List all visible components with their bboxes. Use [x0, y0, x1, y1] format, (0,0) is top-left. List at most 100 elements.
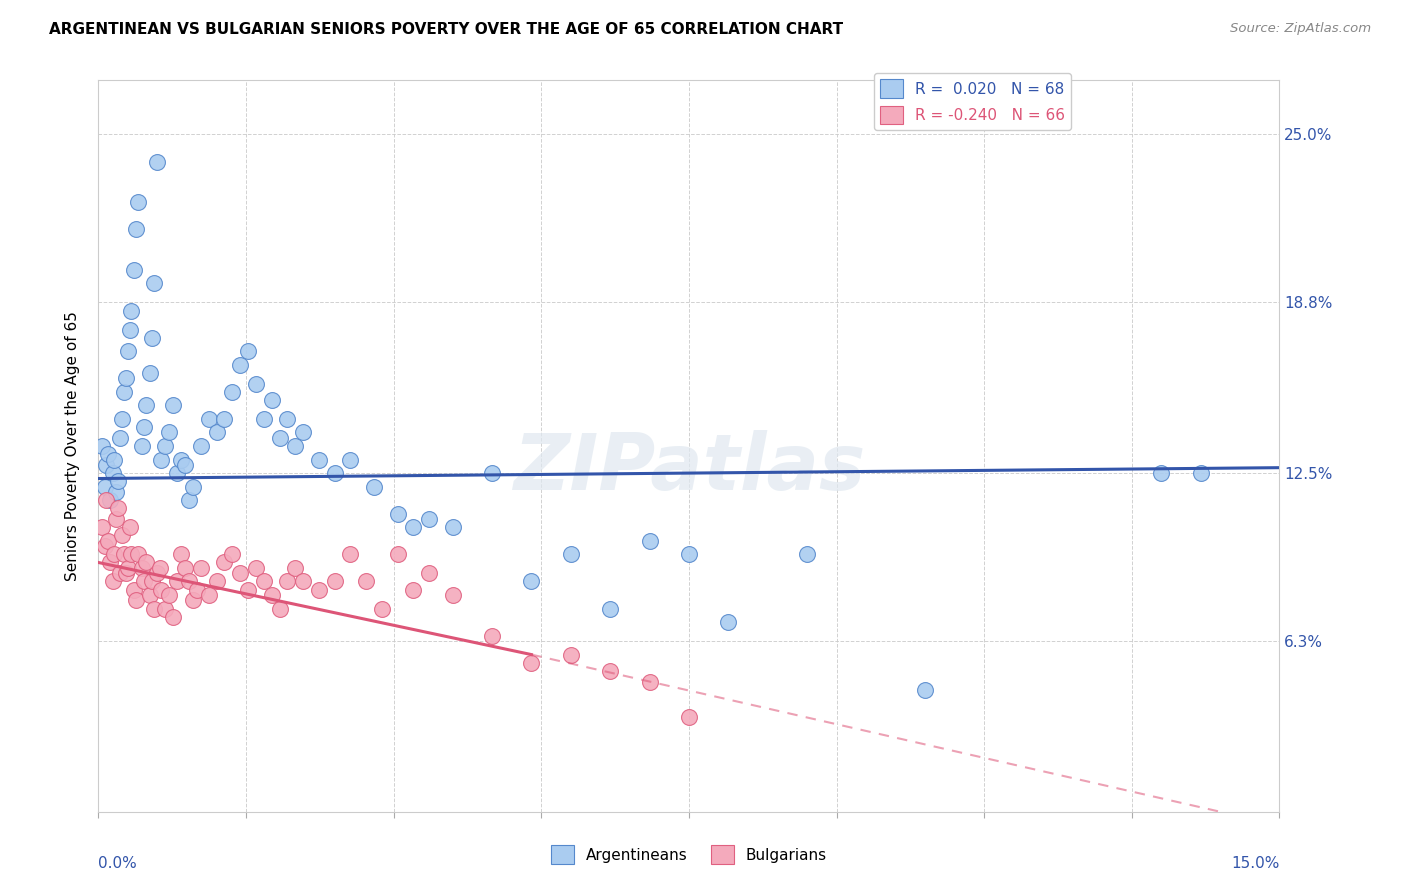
- Point: [269, 431, 291, 445]
- Point: [146, 154, 169, 169]
- Point: [292, 574, 315, 589]
- Point: [146, 566, 169, 581]
- Point: [166, 574, 188, 589]
- Point: [115, 371, 138, 385]
- Point: [276, 412, 298, 426]
- Point: [112, 384, 135, 399]
- Point: [229, 566, 252, 581]
- Point: [418, 566, 440, 581]
- Point: [260, 588, 283, 602]
- Point: [269, 601, 291, 615]
- Point: [638, 533, 661, 548]
- Text: ARGENTINEAN VS BULGARIAN SENIORS POVERTY OVER THE AGE OF 65 CORRELATION CHART: ARGENTINEAN VS BULGARIAN SENIORS POVERTY…: [49, 22, 844, 37]
- Point: [197, 412, 219, 426]
- Point: [170, 547, 193, 561]
- Y-axis label: Seniors Poverty Over the Age of 65: Seniors Poverty Over the Age of 65: [65, 311, 80, 581]
- Point: [214, 556, 236, 570]
- Point: [678, 710, 700, 724]
- Point: [221, 547, 243, 561]
- Point: [131, 439, 153, 453]
- Point: [260, 392, 283, 407]
- Point: [91, 439, 114, 453]
- Point: [174, 458, 197, 472]
- Point: [127, 547, 149, 561]
- Point: [150, 582, 173, 597]
- Point: [190, 439, 212, 453]
- Point: [121, 547, 143, 561]
- Point: [132, 420, 155, 434]
- Point: [214, 412, 236, 426]
- Point: [276, 574, 298, 589]
- Point: [245, 376, 267, 391]
- Point: [181, 480, 204, 494]
- Point: [98, 493, 121, 508]
- Point: [118, 322, 141, 336]
- Point: [253, 574, 276, 589]
- Point: [103, 547, 125, 561]
- Point: [107, 501, 129, 516]
- Point: [162, 609, 184, 624]
- Point: [481, 629, 503, 643]
- Point: [97, 533, 120, 548]
- Point: [292, 425, 315, 440]
- Point: [174, 561, 197, 575]
- Point: [150, 452, 173, 467]
- Text: Source: ZipAtlas.com: Source: ZipAtlas.com: [1230, 22, 1371, 36]
- Point: [157, 588, 180, 602]
- Point: [363, 480, 385, 494]
- Point: [387, 507, 409, 521]
- Point: [117, 561, 139, 575]
- Point: [914, 682, 936, 697]
- Point: [131, 561, 153, 575]
- Point: [157, 425, 180, 440]
- Point: [1150, 466, 1173, 480]
- Point: [155, 439, 177, 453]
- Point: [441, 588, 464, 602]
- Point: [135, 556, 157, 570]
- Point: [155, 601, 177, 615]
- Point: [245, 561, 267, 575]
- Point: [101, 574, 124, 589]
- Point: [103, 452, 125, 467]
- Point: [197, 588, 219, 602]
- Point: [402, 582, 425, 597]
- Point: [177, 493, 200, 508]
- Point: [117, 344, 139, 359]
- Point: [170, 452, 193, 467]
- Point: [162, 398, 184, 412]
- Point: [387, 547, 409, 561]
- Point: [96, 493, 118, 508]
- Text: ZIPatlas: ZIPatlas: [513, 430, 865, 506]
- Point: [253, 412, 276, 426]
- Point: [107, 474, 129, 488]
- Point: [96, 458, 118, 472]
- Point: [122, 263, 145, 277]
- Point: [599, 664, 621, 678]
- Point: [284, 439, 307, 453]
- Point: [308, 452, 330, 467]
- Point: [560, 547, 582, 561]
- Point: [121, 303, 143, 318]
- Point: [104, 485, 127, 500]
- Point: [125, 593, 148, 607]
- Point: [323, 466, 346, 480]
- Point: [190, 561, 212, 575]
- Point: [402, 520, 425, 534]
- Point: [205, 574, 228, 589]
- Point: [236, 344, 259, 359]
- Point: [181, 593, 204, 607]
- Point: [98, 556, 121, 570]
- Point: [221, 384, 243, 399]
- Point: [638, 674, 661, 689]
- Point: [166, 466, 188, 480]
- Point: [132, 574, 155, 589]
- Point: [149, 561, 172, 575]
- Text: 0.0%: 0.0%: [98, 855, 138, 871]
- Point: [111, 528, 134, 542]
- Point: [93, 539, 115, 553]
- Point: [104, 512, 127, 526]
- Point: [110, 431, 132, 445]
- Legend: Argentineans, Bulgarians: Argentineans, Bulgarians: [544, 839, 834, 870]
- Point: [520, 656, 543, 670]
- Point: [110, 566, 132, 581]
